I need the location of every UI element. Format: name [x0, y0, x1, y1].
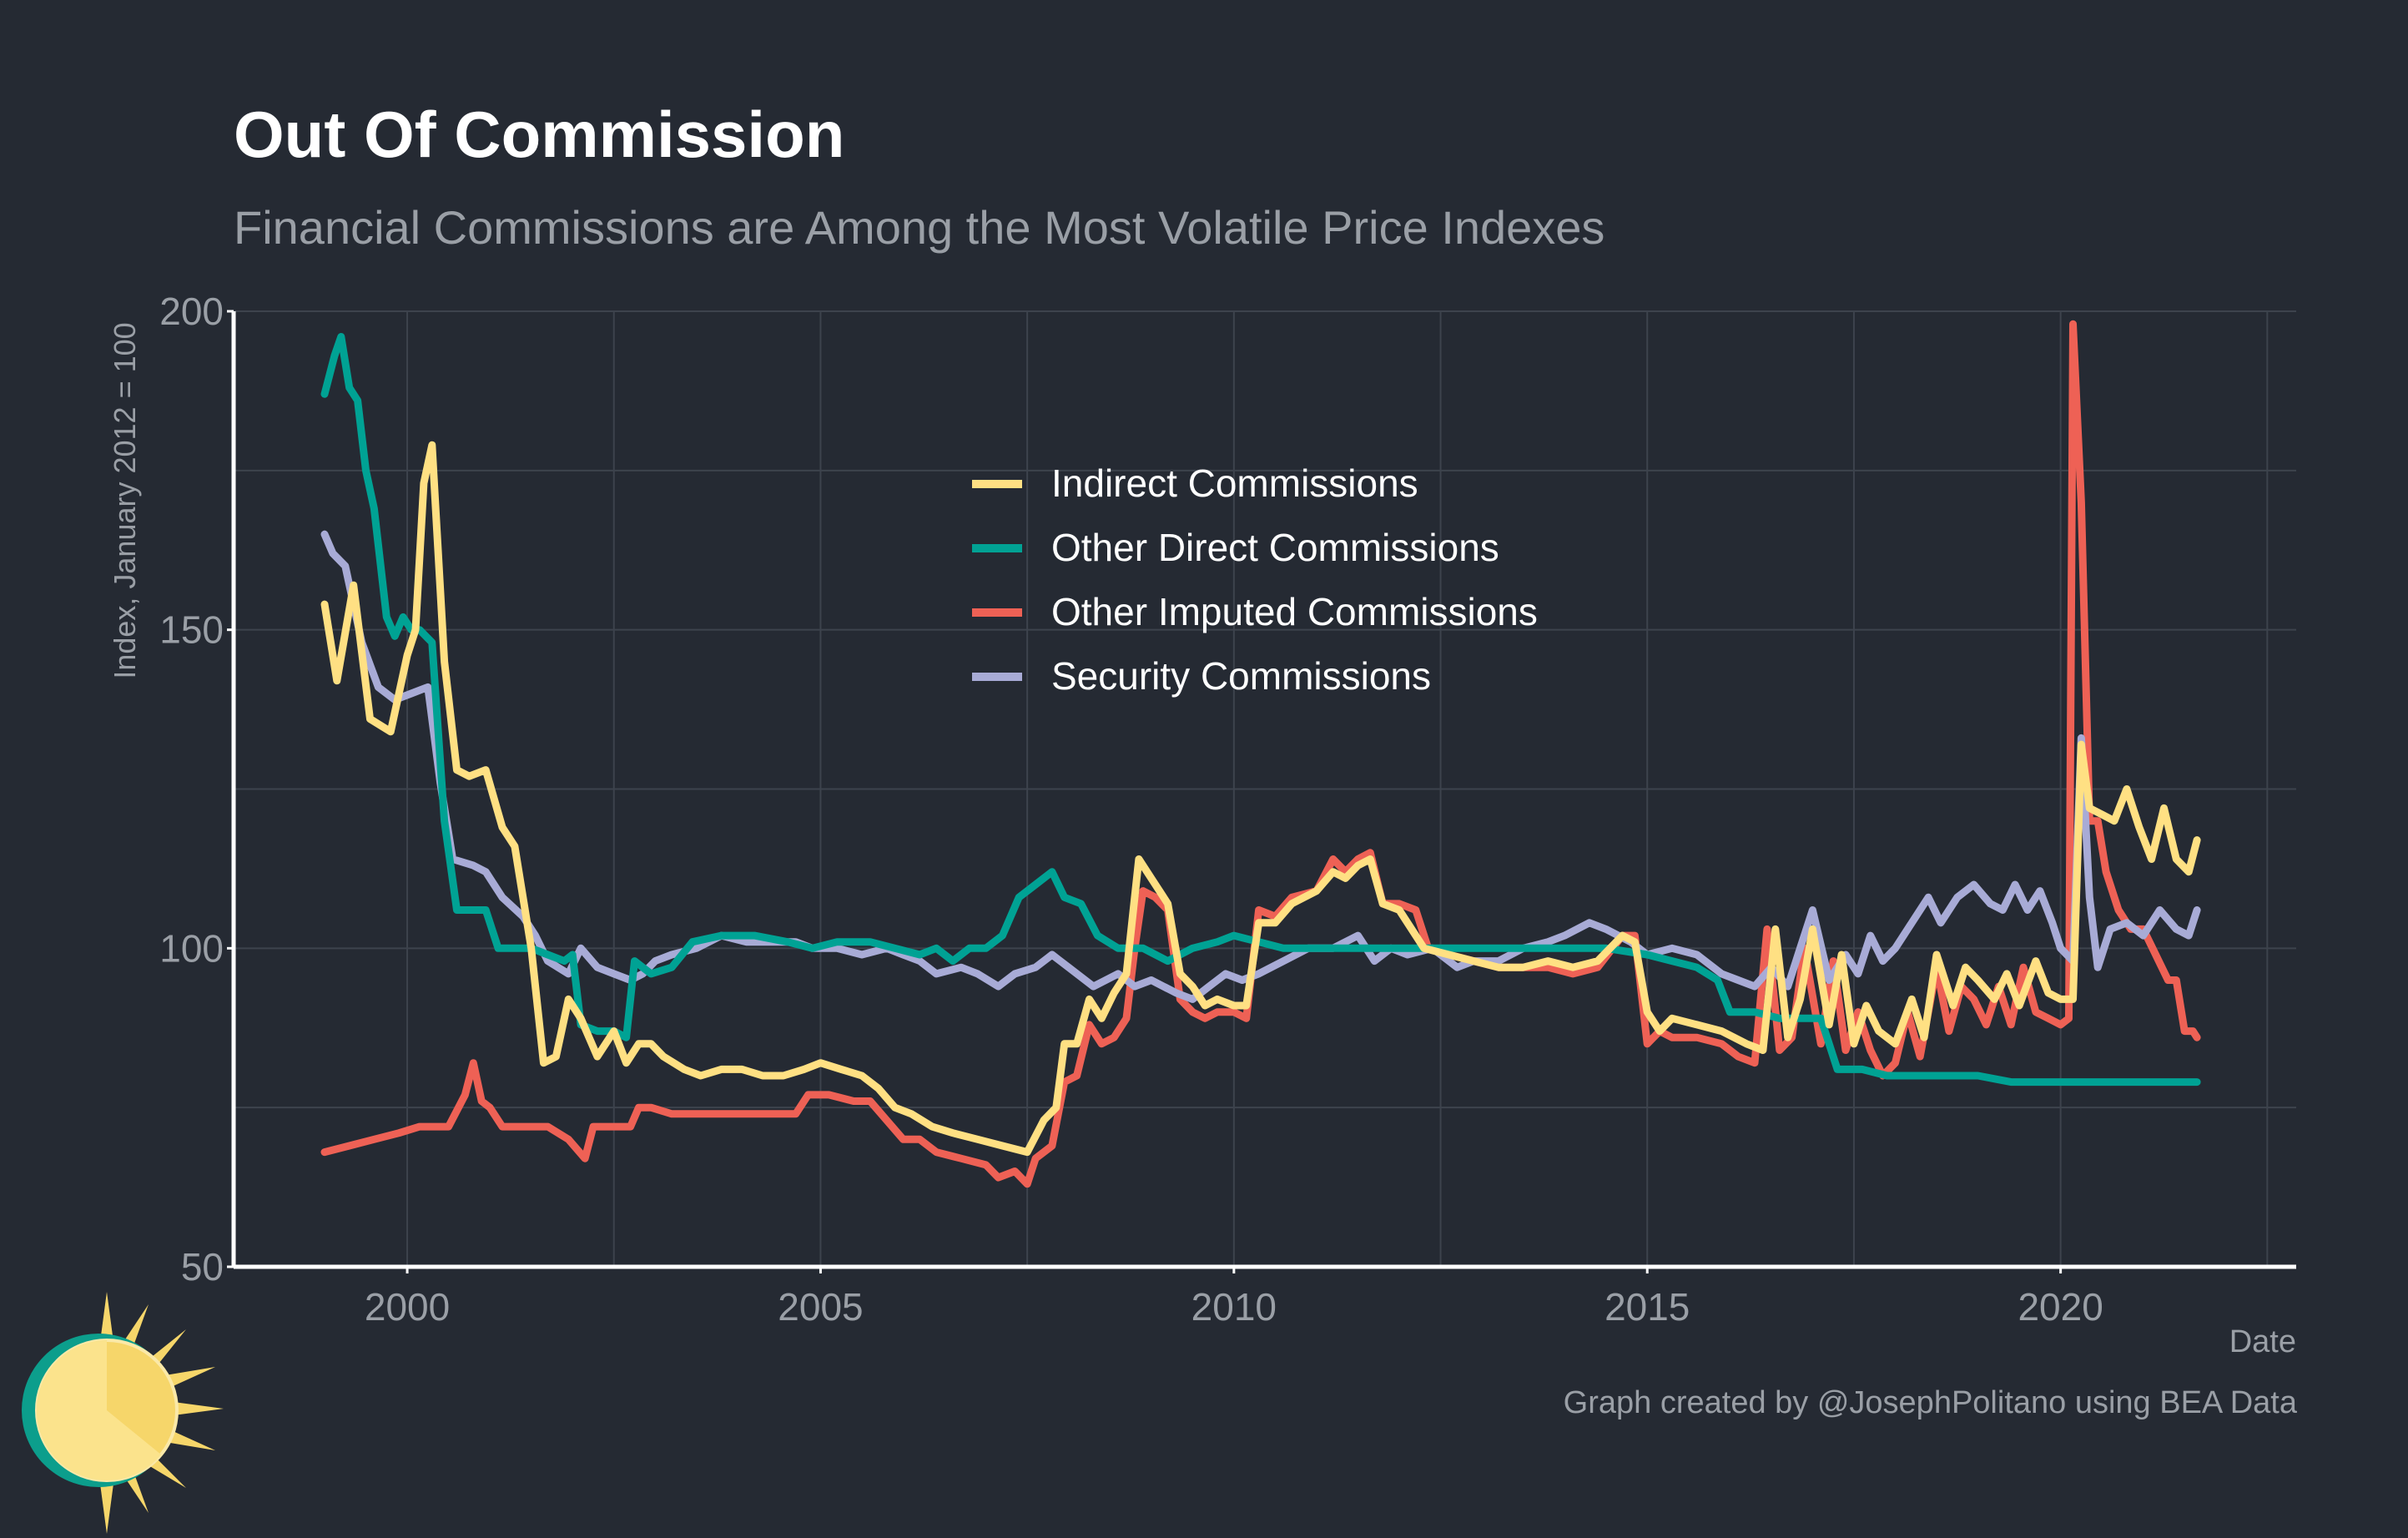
axes	[231, 311, 2296, 1269]
legend-label: Security Commissions	[1051, 654, 1431, 698]
y-tick-label: 150	[159, 608, 224, 652]
tick-labels: 50 100 150 200 2000 2005 2010 2015 2020	[159, 290, 2103, 1329]
series-lines	[320, 320, 2201, 1188]
x-axis-label: Date	[2229, 1324, 2296, 1359]
y-tick-label: 50	[181, 1245, 224, 1288]
x-tick-label: 2015	[1604, 1285, 1690, 1329]
legend-label: Other Direct Commissions	[1051, 526, 1499, 569]
grid	[234, 310, 2296, 1267]
legend: Indirect Commissions Other Direct Commiss…	[972, 461, 1538, 698]
legend-label: Other Imputed Commissions	[1051, 590, 1538, 633]
sun-logo-icon	[22, 1292, 224, 1534]
series-line-other-direct-commissions	[320, 333, 2201, 1087]
series-line-indirect-commissions	[320, 441, 2201, 1157]
chart-title: Out Of Commission	[234, 98, 845, 171]
source-caption: Graph created by @JosephPolitano using B…	[1563, 1385, 2297, 1420]
x-tick-label: 2005	[778, 1285, 863, 1329]
y-axis-label: Index, January 2012 = 100	[108, 322, 142, 678]
x-tick-label: 2020	[2018, 1285, 2103, 1329]
x-tick-label: 2000	[365, 1285, 450, 1329]
x-tick-label: 2010	[1191, 1285, 1277, 1329]
series-line-other-imputed-commissions	[320, 320, 2201, 1188]
chart-subtitle: Financial Commissions are Among the Most…	[234, 201, 1605, 254]
y-tick-label: 200	[159, 290, 224, 333]
legend-label: Indirect Commissions	[1051, 461, 1418, 505]
y-tick-label: 100	[159, 926, 224, 970]
